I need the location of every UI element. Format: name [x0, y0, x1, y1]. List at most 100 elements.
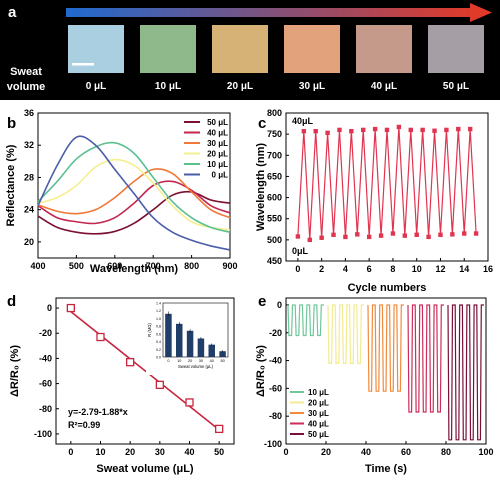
plot-c: 0 2 4 6 8 10 12 14 16 450 500 550 600 650 700 750 800 Cyc… — [255, 108, 493, 294]
panel-a: a Sweat volume 0 μL 10 μL 20 μL 30 μL 40 μL 5… — [0, 0, 500, 100]
swatch-strip: 0 μL 10 μL 20 μL 30 μL 40 μL 50 μL — [68, 25, 484, 92]
plot-b: 400 500 600 700 800 900 20 24 28 32 36 Wavelength (… — [5, 108, 238, 275]
inset-y-tick-label: 0.4 — [156, 340, 161, 344]
volume-gradient-bar — [66, 8, 472, 17]
inset-x-tick-label: 10 — [177, 359, 181, 363]
plot-frame — [285, 297, 487, 445]
x-axis-label: Time (s) — [365, 463, 407, 475]
x-tick-label: 30 — [155, 447, 165, 457]
swatch-label: 50 μL — [443, 81, 469, 92]
inset-x-tick-label: 20 — [188, 359, 192, 363]
data-point — [215, 424, 224, 434]
x-tick-label: 0 — [295, 264, 300, 274]
y-tick-label: 600 — [267, 193, 282, 203]
cycle-point — [361, 127, 366, 133]
swatch: 40 μL — [356, 25, 412, 92]
x-tick-label: 40 — [184, 447, 194, 457]
fit-line — [70, 310, 220, 431]
y-tick-label: -20 — [269, 328, 282, 338]
row-label-line1: Sweat — [10, 66, 42, 78]
y-axis-label: ΔR/R₀ (%) — [9, 345, 21, 397]
inset-bar-chart: 0.0 0.2 0.4 0.6 0.8 1.0 1.2 1.4 0 10 20 30 40 50 Sweat… — [146, 301, 233, 375]
legend-label: 50 μL — [308, 430, 329, 439]
plot-e: 0 20 40 60 80 100 0 -20 -40 -60 -80 -100 Time (s) ΔR/… — [255, 297, 494, 475]
cycle-point — [384, 127, 390, 133]
cycle-point — [444, 127, 449, 133]
cycle-point — [307, 237, 312, 243]
swatch-image — [428, 25, 484, 73]
spectrum-line — [37, 141, 231, 233]
x-tick-label: 100 — [478, 447, 493, 457]
data-point — [96, 332, 105, 342]
y-axis-label: Wavelength (nm) — [255, 143, 267, 232]
inset-x-tick-label: 40 — [210, 359, 214, 363]
x-tick-label: 20 — [125, 447, 135, 457]
spectrum-line — [37, 168, 231, 219]
x-tick-label: 6 — [367, 264, 372, 274]
inset-frame — [162, 302, 229, 358]
legend-label: 30 μL — [308, 409, 329, 418]
panel-c-letter: c — [258, 115, 266, 132]
inset-bar — [208, 344, 215, 357]
gradient-arrow-head — [470, 3, 492, 22]
fit-r-squared: R²=0.99 — [68, 420, 100, 430]
response-curve — [407, 304, 444, 413]
legend-label: 40 μL — [207, 129, 228, 138]
panel-d: d 0 10 20 30 40 50 0 -20 -40 -60 -80 -100 Sweat volu… — [7, 293, 235, 475]
x-tick-label: 800 — [184, 261, 199, 271]
cycle-point — [366, 234, 372, 240]
inset-bar — [176, 323, 183, 357]
x-axis-label: Sweat volume (μL) — [96, 463, 194, 475]
swatch-label: 20 μL — [227, 81, 253, 92]
swatch: 20 μL — [212, 25, 268, 92]
legend-label: 10 μL — [308, 388, 329, 397]
data-point — [126, 358, 135, 367]
panel-d-letter: d — [7, 293, 16, 310]
scale-bar — [72, 63, 94, 66]
cycle-point — [331, 232, 336, 237]
panel-b: b 400 500 600 700 800 900 20 24 28 32 36 Wavelength… — [5, 108, 238, 275]
cycle-point — [337, 127, 342, 133]
inset-bar — [165, 313, 172, 357]
plot-frame — [285, 112, 489, 262]
annotation-top: 40μL — [292, 116, 314, 126]
x-axis-label: Wavelength (nm) — [90, 263, 179, 275]
y-tick-label: 0 — [47, 303, 52, 313]
legend-label: 20 μL — [207, 150, 228, 159]
x-tick-label: 500 — [69, 261, 84, 271]
cycle-point — [426, 234, 431, 240]
y-tick-label: 28 — [24, 172, 34, 182]
x-tick-label: 14 — [459, 264, 469, 274]
inset-x-tick-label: 30 — [199, 359, 203, 363]
panel-b-letter: b — [7, 115, 16, 132]
cycle-point — [402, 233, 408, 238]
plot-frame — [55, 297, 235, 445]
y-tick-label: -60 — [39, 379, 52, 389]
y-tick-label: 0 — [277, 300, 282, 310]
panel-e: e 0 20 40 60 80 100 0 -20 -40 -60 -80 -100 Time (s) Δ… — [255, 293, 494, 475]
y-tick-label: 20 — [24, 237, 34, 247]
cycle-point — [301, 128, 307, 134]
x-tick-label: 10 — [95, 447, 105, 457]
x-tick-label: 10 — [412, 264, 422, 274]
inset-y-tick-label: 0.2 — [156, 348, 161, 352]
cycle-point — [420, 127, 425, 133]
swatch: 10 μL — [140, 25, 196, 92]
x-tick-label: 400 — [30, 261, 45, 271]
cycle-point — [450, 232, 455, 237]
cycle-point — [462, 231, 467, 236]
inset-y-tick-label: 1.2 — [156, 309, 161, 313]
legend-label: 10 μL — [207, 160, 228, 169]
inset-y-tick-label: 0.8 — [156, 325, 161, 329]
x-tick-label: 60 — [401, 447, 411, 457]
inset-x-tick-label: 50 — [220, 359, 224, 363]
y-tick-label: -40 — [269, 356, 282, 366]
y-axis-label: ΔR/R₀ (%) — [255, 345, 267, 397]
inset-y-tick-label: 1.4 — [156, 302, 161, 306]
cycle-point — [396, 124, 402, 130]
y-tick-label: -80 — [39, 404, 52, 414]
y-tick-label: 800 — [267, 108, 282, 118]
fit-equation: y=-2.79-1.88*x — [68, 407, 128, 417]
legend-label: 40 μL — [308, 420, 329, 429]
inset-bar — [186, 330, 194, 357]
